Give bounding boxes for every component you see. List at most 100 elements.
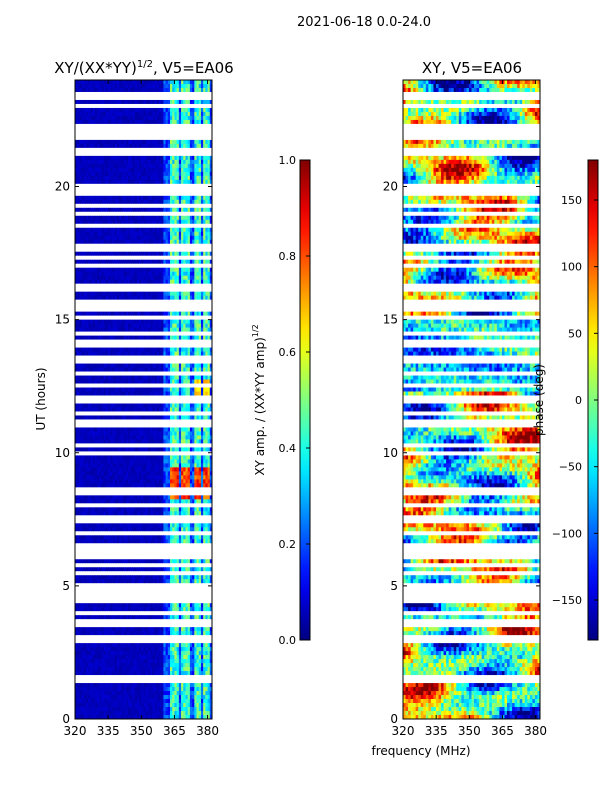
amp-heatmap-cell [205, 367, 208, 372]
amp-heatmap-cell [200, 279, 204, 285]
amp-heatmap-cell [150, 235, 153, 241]
amp-heatmap-cell [101, 275, 105, 281]
amp-heatmap-cell [176, 191, 180, 197]
amp-heatmap-cell [119, 311, 122, 317]
amp-heatmap-cell [143, 319, 147, 325]
amp-heatmap-cell [167, 87, 171, 93]
amp-heatmap-cell [174, 107, 178, 113]
amp-heatmap-cell [108, 191, 111, 197]
amp-heatmap-cell [167, 135, 171, 141]
amp-heatmap-cell [187, 119, 191, 125]
amp-heatmap-cell [176, 123, 180, 129]
amp-heatmap-cell [150, 155, 153, 161]
amp-heatmap-cell [108, 91, 111, 97]
amp-heatmap-cell [112, 375, 116, 380]
amp-heatmap-cell [150, 111, 153, 117]
amp-heatmap-cell [139, 179, 142, 185]
amp-heatmap-cell [128, 207, 131, 213]
amp-heatmap-cell [174, 95, 178, 101]
amp-heatmap-cell [156, 359, 160, 364]
amp-heatmap-cell [150, 115, 153, 121]
amp-heatmap-cell [156, 315, 160, 321]
amp-heatmap-cell [143, 275, 147, 281]
amp-heatmap-cell [183, 111, 186, 117]
amp-heatmap-cell [207, 83, 211, 89]
amp-heatmap-cell [108, 387, 111, 392]
amp-heatmap-cell [92, 119, 96, 125]
amp-heatmap-cell [161, 119, 164, 125]
amp-heatmap-cell [178, 215, 182, 221]
amp-heatmap-cell [189, 183, 193, 189]
amp-heatmap-cell [200, 147, 204, 153]
amp-heatmap-cell [209, 87, 213, 93]
amp-heatmap-cell [194, 80, 197, 85]
amp-heatmap-cell [150, 215, 153, 221]
amp-heatmap-cell [112, 131, 116, 137]
amp-heatmap-cell [172, 111, 175, 117]
amp-heatmap-cell [116, 351, 120, 356]
amp-heatmap-cell [97, 311, 100, 317]
amp-heatmap-cell [108, 227, 111, 233]
amp-heatmap-cell [198, 195, 202, 201]
amp-heatmap-cell [145, 323, 149, 329]
amp-heatmap-cell [152, 283, 155, 289]
amp-heatmap-cell [187, 395, 191, 400]
amp-heatmap-cell [147, 371, 151, 376]
amp-heatmap-cell [88, 227, 91, 233]
amp-heatmap-cell [77, 195, 80, 201]
amp-heatmap-cell [119, 279, 122, 285]
amp-heatmap-cell [163, 251, 166, 257]
amp-heatmap-cell [143, 323, 147, 329]
amp-heatmap-cell [123, 395, 127, 400]
amp-heatmap-cell [130, 255, 133, 261]
amp-heatmap-cell [192, 211, 195, 217]
amp-heatmap-cell [92, 103, 96, 109]
amp-heatmap-cell [97, 247, 100, 253]
amp-heatmap-cell [101, 199, 105, 205]
amp-heatmap-cell [198, 375, 202, 380]
amp-heatmap-cell [198, 327, 202, 332]
amp-heatmap-cell [205, 359, 208, 364]
amp-heatmap-cell [158, 119, 162, 125]
amp-heatmap-cell [121, 299, 125, 305]
amp-heatmap-cell [187, 155, 191, 161]
amp-heatmap-cell [194, 323, 197, 329]
amp-heatmap-cell [200, 199, 204, 205]
amp-heatmap-cell [176, 379, 180, 384]
amp-heatmap-cell [143, 255, 147, 261]
amp-heatmap-cell [77, 131, 80, 137]
amp-heatmap-cell [200, 167, 204, 173]
amp-heatmap-cell [192, 387, 195, 392]
amp-heatmap-cell [161, 331, 164, 336]
amp-heatmap-cell [170, 335, 173, 340]
amp-heatmap-cell [189, 367, 193, 372]
amp-heatmap-cell [114, 283, 118, 289]
amp-heatmap-cell [207, 367, 211, 372]
amp-heatmap-cell [114, 255, 118, 261]
amp-heatmap-cell [170, 131, 173, 137]
amp-heatmap-cell [81, 147, 85, 153]
amp-heatmap-cell [209, 279, 213, 285]
amp-heatmap-cell [128, 323, 131, 329]
amp-heatmap-cell [207, 239, 211, 245]
amp-heatmap-cell [103, 195, 107, 201]
amp-heatmap-cell [128, 187, 131, 193]
amp-heatmap-cell [158, 87, 162, 93]
amp-heatmap-cell [170, 219, 173, 225]
amp-heatmap-cell [161, 295, 164, 301]
amp-heatmap-cell [178, 95, 182, 101]
amp-heatmap-cell [112, 319, 116, 325]
amp-heatmap-cell [207, 175, 211, 181]
amp-heatmap-cell [145, 307, 149, 313]
amp-heatmap-cell [178, 307, 182, 313]
amp-heatmap-cell [176, 247, 180, 253]
amp-heatmap-cell [132, 315, 136, 321]
amp-heatmap-cell [176, 319, 180, 325]
amp-heatmap-cell [200, 343, 204, 348]
amp-heatmap-cell [88, 251, 91, 257]
amp-heatmap-cell [105, 203, 109, 209]
amp-heatmap-cell [139, 375, 142, 380]
amp-heatmap-cell [128, 179, 131, 185]
amp-heatmap-cell [152, 147, 155, 153]
amp-heatmap-cell [123, 179, 127, 185]
